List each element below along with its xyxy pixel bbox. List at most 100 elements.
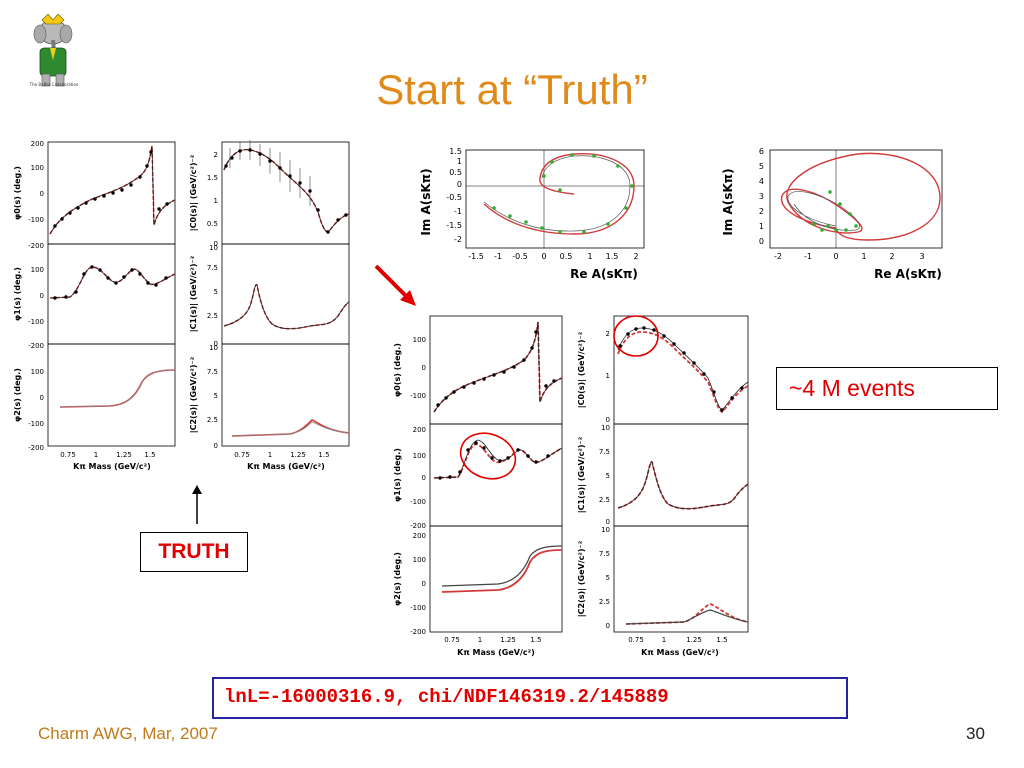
tick-label: -1.5 bbox=[446, 221, 462, 230]
tick-label: 0 bbox=[214, 240, 218, 248]
tick-label: -1 bbox=[454, 207, 462, 216]
tick-label: 0 bbox=[457, 180, 462, 189]
logo-caption: The BaBar Collaboration bbox=[29, 82, 79, 87]
tick-label: 0.5 bbox=[449, 168, 462, 177]
tick-label: 1 bbox=[457, 157, 462, 166]
tick-label: 100 bbox=[413, 452, 426, 460]
tick-label: -100 bbox=[410, 604, 426, 612]
y-axis-label: φ2(s) (deg.) bbox=[13, 368, 22, 422]
y-axis-label: φ0(s) (deg.) bbox=[393, 343, 402, 397]
tick-label: 1.25 bbox=[686, 636, 702, 644]
tick-label: 1 bbox=[214, 197, 218, 205]
tick-label: 2 bbox=[606, 330, 610, 338]
tick-label: 5 bbox=[759, 162, 764, 171]
fit-c1-frame bbox=[613, 423, 749, 527]
tick-label: 100 bbox=[31, 164, 44, 172]
tick-label: 0.5 bbox=[207, 220, 218, 228]
tick-label: 0.75 bbox=[234, 451, 250, 459]
truth-c0-frame bbox=[221, 141, 350, 245]
tick-label: 10 bbox=[209, 344, 218, 352]
tick-label: -1.5 bbox=[468, 252, 484, 261]
x-axis-label: Kπ Mass (GeV/c²) bbox=[457, 648, 535, 657]
tick-label: 3 bbox=[919, 252, 924, 261]
tick-label: 100 bbox=[31, 368, 44, 376]
tick-label: 0 bbox=[40, 292, 44, 300]
argand-plot-right: 6 5 4 3 2 1 0 -2 -1 0 1 2 3 Re A(sKπ) Im… bbox=[721, 147, 943, 281]
tick-label: 0 bbox=[422, 474, 426, 482]
fit-c0-points bbox=[618, 326, 744, 412]
tick-label: 5 bbox=[606, 472, 610, 480]
truth-c0-points bbox=[224, 148, 348, 234]
tick-label: 0 bbox=[214, 442, 218, 450]
tick-label: 4 bbox=[759, 177, 764, 186]
tick-label: 1 bbox=[94, 451, 98, 459]
y-axis-label: |C2(s)| (GeV/c²)⁻² bbox=[577, 540, 586, 617]
tick-label: 1.25 bbox=[290, 451, 306, 459]
y-axis-label: |C0(s)| (GeV/c²)⁻² bbox=[189, 154, 198, 231]
tick-label: 7.5 bbox=[599, 550, 610, 558]
tick-label: 200 bbox=[413, 532, 426, 540]
tick-label: -2 bbox=[454, 235, 462, 244]
y-axis-label: Im A(sKπ) bbox=[419, 168, 433, 235]
tick-label: -200 bbox=[28, 342, 44, 350]
truth-phi0-curve bbox=[49, 145, 176, 235]
truth-c1-frame bbox=[221, 243, 350, 345]
fit-phi1-frame bbox=[429, 423, 563, 527]
tick-label: 2.5 bbox=[599, 496, 610, 504]
tick-label: 1.5 bbox=[716, 636, 727, 644]
tick-label: 200 bbox=[31, 140, 44, 148]
tick-label: 1 bbox=[662, 636, 666, 644]
truth-phi2-frame bbox=[47, 343, 176, 447]
tick-label: -0.5 bbox=[512, 252, 528, 261]
y-axis-label: |C2(s)| (GeV/c²)⁻² bbox=[189, 356, 198, 433]
truth-c0-curve bbox=[223, 148, 350, 233]
tick-label: -200 bbox=[28, 242, 44, 250]
fit-c2-frame bbox=[613, 525, 749, 633]
truth-phi2-curve bbox=[59, 369, 176, 408]
x-axis-label: Kπ Mass (GeV/c²) bbox=[247, 462, 325, 471]
truth-phi1-curve bbox=[49, 266, 176, 299]
tick-label: 7.5 bbox=[599, 448, 610, 456]
fit-phi1-curve bbox=[433, 443, 563, 479]
tick-label: 1 bbox=[759, 222, 764, 231]
tick-label: 5 bbox=[214, 288, 218, 296]
y-axis-label: |C1(s)| (GeV/c²)⁻² bbox=[577, 436, 586, 513]
tick-label: -0.5 bbox=[446, 193, 462, 202]
truth-phi1-frame bbox=[47, 243, 176, 345]
tick-label: -100 bbox=[410, 392, 426, 400]
fit-phi1-points bbox=[438, 441, 550, 480]
tick-label: 1.5 bbox=[207, 174, 218, 182]
tick-label: 0 bbox=[606, 416, 610, 424]
y-axis-label: |C1(s)| (GeV/c²)⁻² bbox=[189, 255, 198, 332]
tick-label: 1 bbox=[268, 451, 272, 459]
y-axis-label: φ0(s) (deg.) bbox=[13, 166, 22, 220]
tick-label: 10 bbox=[209, 244, 218, 252]
fit-phi2-curve bbox=[441, 549, 563, 593]
tick-label: 5 bbox=[214, 392, 218, 400]
tick-label: -100 bbox=[28, 318, 44, 326]
tick-label: 1 bbox=[606, 372, 610, 380]
tick-label: 0.75 bbox=[628, 636, 644, 644]
y-axis-label: φ1(s) (deg.) bbox=[393, 448, 402, 502]
tick-label: 1 bbox=[478, 636, 482, 644]
truth-phi1-points bbox=[53, 265, 168, 300]
fit-c0-curve bbox=[617, 331, 749, 414]
y-axis-label: |C0(s)| (GeV/c²)⁻² bbox=[577, 331, 586, 408]
argand-right-points bbox=[812, 190, 858, 232]
page-number: 30 bbox=[966, 724, 985, 743]
tick-label: 0 bbox=[606, 622, 610, 630]
tick-label: 1.25 bbox=[116, 451, 132, 459]
tick-label: 100 bbox=[31, 266, 44, 274]
footer-text: Charm AWG, Mar, 2007 bbox=[38, 724, 218, 743]
tick-label: 1 bbox=[587, 252, 592, 261]
tick-label: 1.5 bbox=[318, 451, 329, 459]
tick-label: 0.75 bbox=[60, 451, 76, 459]
truth-plots: 200 100 0 -100 -200 100 0 -100 -200 100 … bbox=[13, 140, 350, 471]
slide-title: Start at “Truth” bbox=[376, 66, 648, 113]
babar-logo bbox=[33, 14, 73, 87]
tick-label: -200 bbox=[28, 444, 44, 452]
fit-result-box: lnL=-16000316.9, chi/NDF146319.2/145889 bbox=[212, 677, 848, 719]
x-axis-label: Re A(sKπ) bbox=[570, 267, 638, 281]
tick-label: 1.5 bbox=[449, 147, 462, 156]
tick-label: 10 bbox=[601, 424, 610, 432]
